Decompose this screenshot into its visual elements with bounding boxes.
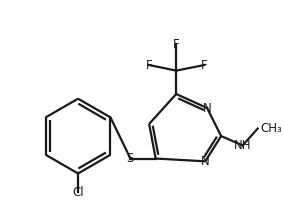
Text: F: F <box>173 38 179 51</box>
Text: NH: NH <box>234 139 251 152</box>
Text: S: S <box>127 152 134 165</box>
Text: Cl: Cl <box>72 186 84 199</box>
Text: N: N <box>201 155 210 168</box>
Text: F: F <box>201 59 208 72</box>
Text: N: N <box>203 102 212 115</box>
Text: CH₃: CH₃ <box>260 122 282 135</box>
Text: F: F <box>146 59 153 72</box>
